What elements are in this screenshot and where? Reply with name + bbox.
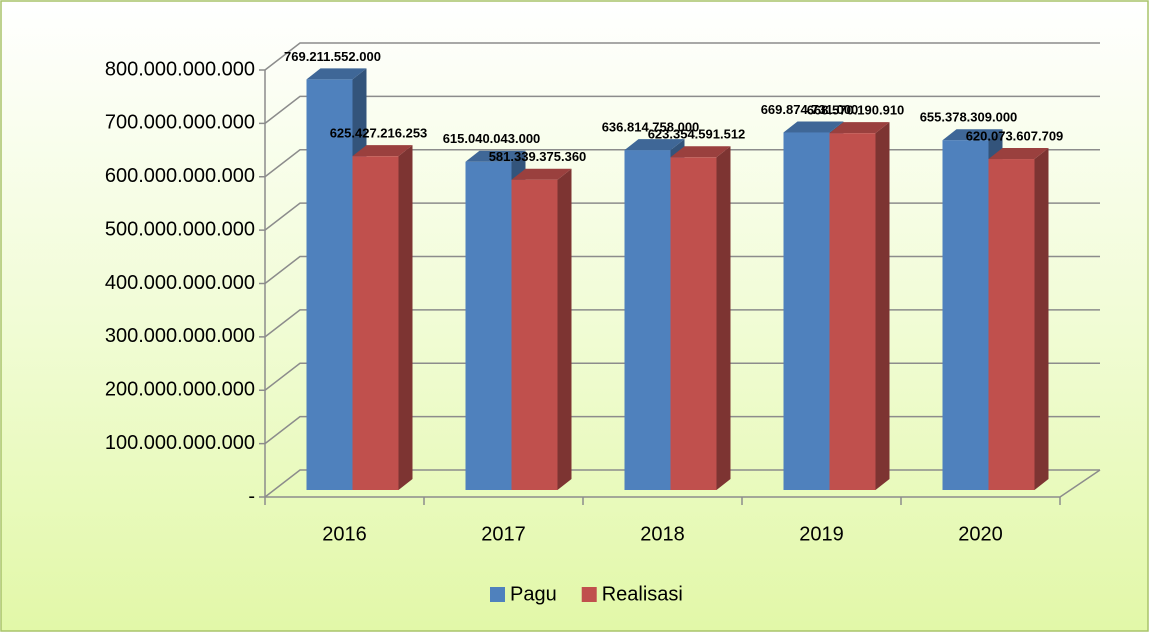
legend: Pagu Realisasi [490, 583, 683, 605]
bar-side [557, 168, 572, 490]
bar-front [783, 132, 830, 491]
bar-top [670, 146, 731, 158]
bar-top [306, 68, 367, 80]
bar-front [670, 157, 717, 490]
value-label: 581.339.375.360 [489, 149, 587, 164]
legend-label: Realisasi [602, 583, 683, 605]
y-tick-label: 600.000.000.000 [105, 165, 255, 187]
y-tick-label: 200.000.000.000 [105, 379, 255, 401]
y-tick-label: 700.000.000.000 [105, 112, 255, 134]
y-tick-label: 500.000.000.000 [105, 218, 255, 240]
bar-front [988, 159, 1035, 490]
bar [670, 146, 731, 490]
value-label: 615.040.043.000 [443, 131, 541, 146]
bar-top [942, 129, 1003, 141]
bar-front [829, 133, 876, 490]
x-tick-label: 2016 [322, 523, 367, 545]
bar-top [988, 148, 1049, 160]
grid-line [264, 95, 1100, 124]
legend-swatch [581, 587, 597, 602]
bar-top [829, 122, 890, 134]
bar-front [942, 140, 989, 490]
bar-top [465, 150, 526, 162]
bar-side [875, 122, 890, 490]
x-tick-label: 2020 [958, 523, 1003, 545]
bar-top [624, 139, 685, 151]
bar-top [783, 121, 844, 133]
value-label: 655.378.309.000 [920, 110, 1018, 125]
bar [829, 122, 890, 490]
y-tick-label: - [248, 485, 255, 507]
legend-swatch [490, 587, 505, 602]
legend-label: Pagu [510, 583, 557, 605]
value-label: 769.211.552.000 [284, 49, 381, 64]
bar-side [398, 145, 413, 490]
value-label: 636.814.758.000 [602, 120, 700, 135]
bar [988, 148, 1049, 490]
x-tick-label: 2019 [799, 523, 844, 545]
bar-front [306, 79, 353, 490]
bar [511, 168, 572, 490]
x-tick-label: 2018 [640, 523, 685, 545]
y-tick-label: 300.000.000.000 [105, 325, 255, 347]
value-label: 669.874.731.000 [761, 102, 859, 117]
bar-top [352, 145, 413, 157]
bar-front [465, 161, 512, 490]
bar-side [1034, 148, 1049, 490]
bar-front [511, 179, 558, 490]
x-tick-label: 2017 [481, 523, 526, 545]
bar-top [511, 168, 572, 180]
bar-front [352, 156, 399, 490]
bar [352, 145, 413, 490]
value-label: 668.570.190.910 [807, 103, 905, 118]
bar-side [716, 146, 731, 490]
y-tick-label: 100.000.000.000 [105, 432, 255, 454]
value-label: 620.073.607.709 [966, 128, 1064, 143]
y-tick-label: 800.000.000.000 [105, 58, 255, 80]
value-label: 625.427.216.253 [330, 126, 428, 141]
grid-line [264, 42, 1100, 71]
value-label: 623.354.591.512 [648, 127, 746, 142]
bar-front [624, 150, 671, 490]
y-tick-label: 400.000.000.000 [105, 272, 255, 294]
